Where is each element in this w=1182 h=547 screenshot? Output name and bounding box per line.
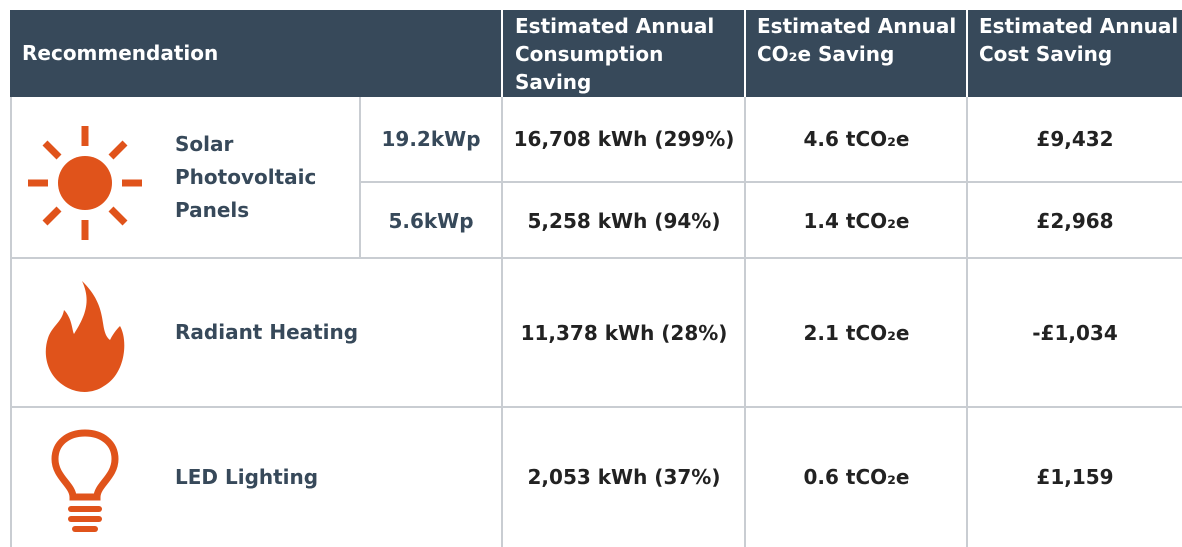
consumption-cell: 5,258 kWh (94%) bbox=[527, 208, 721, 233]
cost-cell: £1,159 bbox=[1036, 465, 1114, 489]
flame-icon bbox=[45, 281, 125, 392]
border bbox=[10, 97, 12, 547]
cost-cell: £2,968 bbox=[1036, 208, 1114, 233]
size-cell: 5.6kWp bbox=[388, 208, 474, 233]
border bbox=[744, 97, 746, 547]
sun-icon bbox=[28, 126, 142, 240]
divider bbox=[744, 10, 746, 97]
cost-cell: -£1,034 bbox=[1032, 320, 1118, 345]
consumption-cell: 16,708 kWh (299%) bbox=[513, 127, 735, 151]
border bbox=[966, 97, 968, 547]
header-row bbox=[10, 10, 1182, 97]
border bbox=[501, 97, 503, 547]
header-cell: Estimated Annual CO₂e Saving bbox=[757, 14, 957, 66]
border bbox=[359, 181, 1182, 183]
cost-cell: £9,432 bbox=[1036, 127, 1114, 151]
divider bbox=[501, 10, 503, 97]
header-cell: Estimated Annual Consumption Saving bbox=[515, 14, 715, 94]
recommendation-name: LED Lighting bbox=[175, 407, 495, 547]
consumption-cell: 2,053 kWh (37%) bbox=[527, 465, 721, 489]
name-text: Solar Photovoltaic Panels bbox=[175, 132, 317, 222]
border bbox=[10, 257, 1182, 259]
name-text: Radiant Heating bbox=[175, 320, 359, 344]
co2-cell: 1.4 tCO₂e bbox=[803, 208, 910, 233]
recommendation-name: Solar Photovoltaic Panels bbox=[175, 97, 355, 258]
bulb-icon bbox=[51, 429, 119, 532]
name-text: LED Lighting bbox=[175, 464, 319, 489]
recommendation-name: Radiant Heating bbox=[175, 258, 495, 407]
co2-cell: 0.6 tCO₂e bbox=[803, 465, 910, 489]
co2-cell: 4.6 tCO₂e bbox=[803, 127, 910, 151]
border bbox=[359, 97, 361, 258]
header-cell: Recommendation bbox=[22, 41, 219, 65]
divider bbox=[966, 10, 968, 97]
header-cell: Estimated Annual Cost Saving bbox=[979, 14, 1179, 66]
size-cell: 19.2kWp bbox=[381, 127, 481, 151]
co2-cell: 2.1 tCO₂e bbox=[803, 320, 910, 345]
border bbox=[10, 406, 1182, 408]
consumption-cell: 11,378 kWh (28%) bbox=[520, 320, 728, 345]
